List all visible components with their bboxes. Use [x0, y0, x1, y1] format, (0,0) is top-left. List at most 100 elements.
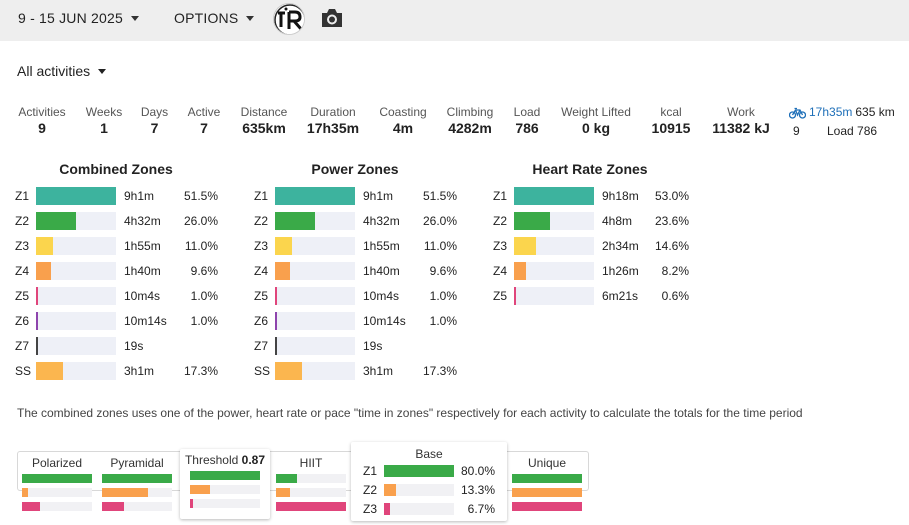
heart-rate-zones-title: Heart Rate Zones — [532, 161, 648, 177]
model-bar-fill — [190, 471, 260, 480]
base-zone-label: Z2 — [363, 483, 378, 497]
zone-time: 6m21s — [602, 289, 639, 303]
model-bar-fill — [190, 499, 193, 508]
model-bar-fill — [276, 474, 297, 483]
activity-filter-label: All activities — [17, 63, 91, 79]
date-range-label: 9 - 15 JUN 2025 — [18, 10, 123, 26]
date-range-selector[interactable]: 9 - 15 JUN 2025 — [18, 10, 139, 26]
model-pyramidal[interactable]: Pyramidal — [98, 452, 176, 511]
power-zones-title: Power Zones — [311, 161, 399, 177]
zone-percent: 1.0% — [429, 314, 457, 328]
stat-label: Duration — [310, 105, 356, 119]
zone-bar — [275, 262, 355, 280]
camera-icon[interactable] — [320, 7, 344, 29]
stat-label: Weight Lifted — [561, 105, 631, 119]
zone-percent: 1.0% — [429, 289, 457, 303]
stat-coasting: Coasting 4m — [375, 104, 431, 137]
zone-bar — [275, 312, 355, 330]
zone-label: Z3 — [493, 239, 508, 253]
zone-bar-fill — [275, 187, 355, 205]
zone-bar-fill — [514, 287, 516, 305]
zone-row-z7: Z7 19s — [254, 336, 457, 356]
model-bar-fill — [22, 488, 28, 497]
zone-bar-fill — [514, 237, 536, 255]
base-bar-fill — [384, 503, 390, 515]
model-name: Pyramidal — [98, 452, 176, 472]
model-hiit[interactable]: HIIT — [272, 452, 350, 511]
zone-percent: 9.6% — [190, 264, 218, 278]
zone-row-z1: Z1 9h18m 53.0% — [493, 186, 689, 206]
model-name: HIIT — [272, 452, 350, 472]
zone-bar-fill — [275, 212, 315, 230]
athlete-avatar[interactable] — [273, 3, 305, 35]
stat-value: 635km — [242, 120, 286, 136]
stat-label: Active — [187, 105, 221, 119]
stat-distance: Distance 635km — [237, 104, 291, 137]
zone-row-z2: Z2 4h8m 23.6% — [493, 211, 689, 231]
zone-row-z5: Z5 10m4s 1.0% — [254, 286, 457, 306]
avatar-logo-icon — [274, 4, 304, 34]
zone-label: Z5 — [254, 289, 269, 303]
stat-load: Load 786 — [510, 104, 544, 137]
model-unique[interactable]: Unique — [508, 452, 586, 511]
zone-bar-fill — [36, 262, 51, 280]
model-bar — [190, 471, 260, 480]
base-row-z1: Z1 80.0% — [351, 463, 507, 479]
ride-summary[interactable]: 17h35m 635 km 9 Load 786 — [788, 104, 907, 140]
zone-bar — [36, 287, 116, 305]
zone-bar — [275, 337, 355, 355]
zone-time: 10m4s — [124, 289, 161, 303]
model-base[interactable]: Base Z1 80.0% Z2 13.3% Z3 6.7% — [351, 442, 507, 521]
zone-bar-fill — [36, 362, 63, 380]
model-bar — [22, 488, 92, 497]
stat-label: Climbing — [446, 105, 494, 119]
stat-weeks: Weeks 1 — [82, 104, 126, 137]
zone-row-z7: Z7 19s — [15, 336, 218, 356]
stat-label: Weeks — [85, 105, 123, 119]
zone-percent: 11.0% — [423, 239, 457, 253]
zone-bar-fill — [36, 287, 38, 305]
model-polarized[interactable]: Polarized — [18, 452, 96, 511]
zone-percent: 9.6% — [429, 264, 457, 278]
zone-bar — [275, 287, 355, 305]
stat-value: 4282m — [448, 120, 492, 136]
zone-time: 10m14s — [363, 314, 406, 328]
zone-row-z3: Z3 1h55m 11.0% — [15, 236, 218, 256]
model-bar — [512, 474, 582, 483]
model-name-text: Unique — [527, 456, 567, 470]
model-threshold[interactable]: Threshold 0.87 — [180, 449, 270, 519]
model-name-text: Threshold — [184, 453, 239, 467]
zone-row-z4: Z4 1h40m 9.6% — [15, 261, 218, 281]
zone-bar — [36, 187, 116, 205]
zone-percent: 17.3% — [183, 364, 218, 378]
zone-label: Z2 — [254, 214, 269, 228]
zone-time: 1h40m — [363, 264, 400, 278]
base-zone-label: Z3 — [363, 502, 378, 516]
zone-bar — [514, 262, 594, 280]
zone-time: 9h1m — [124, 189, 155, 203]
model-bar-fill — [102, 488, 148, 497]
zone-bar — [275, 237, 355, 255]
stat-value: 11382 kJ — [712, 120, 770, 136]
model-bar-fill — [102, 474, 172, 483]
options-label: OPTIONS — [174, 10, 239, 26]
model-name: Polarized — [18, 452, 96, 472]
options-menu[interactable]: OPTIONS — [174, 10, 255, 26]
zone-bar — [514, 212, 594, 230]
bike-icon — [788, 107, 807, 123]
zone-bar-fill — [514, 212, 550, 230]
zone-bar-fill — [36, 237, 53, 255]
stat-value: 17h35m — [306, 120, 360, 136]
activity-filter[interactable]: All activities — [17, 63, 107, 79]
model-score: 0.87 — [238, 453, 266, 467]
model-bar — [190, 485, 260, 494]
stat-activities: Activities 9 — [17, 104, 67, 137]
zone-bar — [36, 312, 116, 330]
zone-percent: 1.0% — [190, 314, 218, 328]
zone-time: 19s — [124, 339, 144, 353]
model-bar-fill — [512, 502, 582, 511]
zone-time: 3h1m — [363, 364, 394, 378]
zone-time: 1h55m — [124, 239, 161, 253]
zone-label: Z4 — [493, 264, 508, 278]
stat-value: 10915 — [651, 120, 691, 136]
